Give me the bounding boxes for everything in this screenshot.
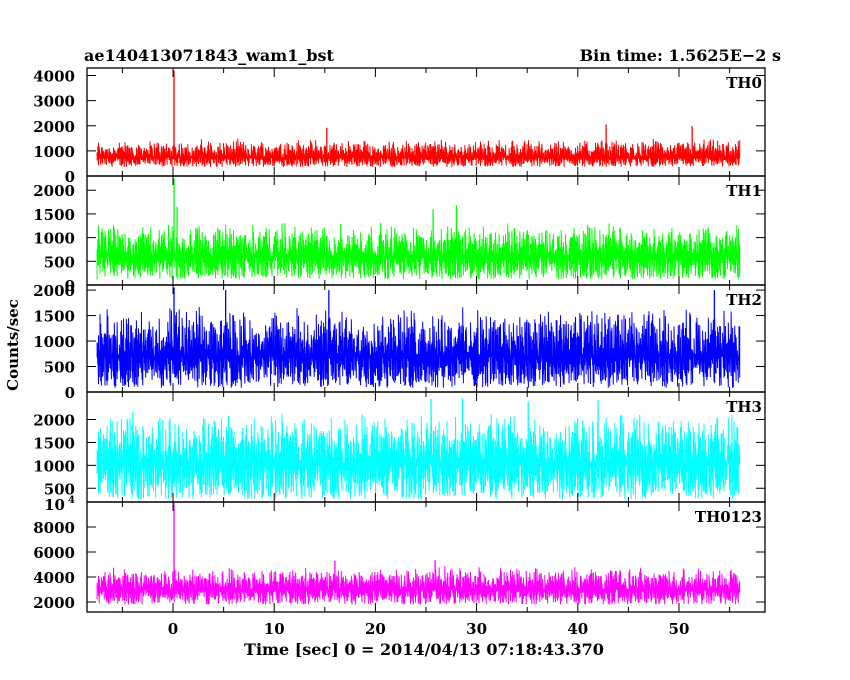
y-axis-label: Counts/sec: [4, 299, 22, 391]
x-axis-label: Time [sec] 0 = 2014/04/13 07:18:43.370: [244, 640, 604, 659]
ytick-label-th1-0: 0: [65, 277, 75, 295]
panel-label-th3: TH3: [726, 398, 762, 416]
panel-label-th0123: TH0123: [695, 508, 762, 526]
chart-title: ae140413071843_wam1_bst: [84, 46, 335, 65]
ytick-label-th0123-top: 10: [44, 496, 65, 514]
series-th3: [96, 411, 741, 500]
ytick-label-th2-500: 500: [44, 359, 75, 377]
ytick-label-th1-1000: 1000: [33, 230, 75, 248]
ytick-label-th0123-8000: 8000: [33, 519, 75, 537]
series-th0123: [96, 566, 741, 605]
xtick-label-20: 20: [365, 620, 386, 638]
panel-label-th0: TH0: [726, 74, 762, 92]
ytick-label-th2-0: 0: [65, 384, 75, 402]
ytick-label-th0-3000: 3000: [33, 93, 75, 111]
ytick-label-th0123-top-exp: 4: [68, 495, 75, 506]
ytick-label-th3-500: 500: [44, 480, 75, 498]
ytick-label-th3-1000: 1000: [33, 457, 75, 475]
ytick-label-th1-1500: 1500: [33, 206, 75, 224]
ytick-label-th2-1500: 1500: [33, 308, 75, 326]
ytick-label-th0123-6000: 6000: [33, 544, 75, 562]
bin-time-label: Bin time: 1.5625E−2 s: [580, 46, 781, 65]
series-th1: [96, 222, 741, 280]
ytick-label-th2-1000: 1000: [33, 333, 75, 351]
ytick-label-th0-4000: 4000: [33, 68, 75, 86]
ytick-label-th1-500: 500: [44, 253, 75, 271]
ytick-label-th3-1500: 1500: [33, 434, 75, 452]
ytick-label-th1-2000: 2000: [33, 182, 75, 200]
series-th2: [96, 306, 741, 388]
xtick-label-50: 50: [669, 620, 690, 638]
ytick-label-th0-1000: 1000: [33, 143, 75, 161]
panel-label-th2: TH2: [726, 291, 762, 309]
xtick-label-0: 0: [168, 620, 178, 638]
ytick-label-th3-2000: 2000: [33, 412, 75, 430]
ytick-label-th0123-2000: 2000: [33, 594, 75, 612]
series-th0: [96, 138, 741, 168]
panel-label-th1: TH1: [726, 182, 762, 200]
xtick-label-40: 40: [567, 620, 588, 638]
ytick-label-th0-2000: 2000: [33, 118, 75, 136]
ytick-label-th2-2000: 2000: [33, 282, 75, 300]
xtick-label-10: 10: [264, 620, 285, 638]
xtick-label-30: 30: [466, 620, 487, 638]
ytick-label-th0-0: 0: [65, 168, 75, 186]
ytick-label-th0123-4000: 4000: [33, 569, 75, 587]
